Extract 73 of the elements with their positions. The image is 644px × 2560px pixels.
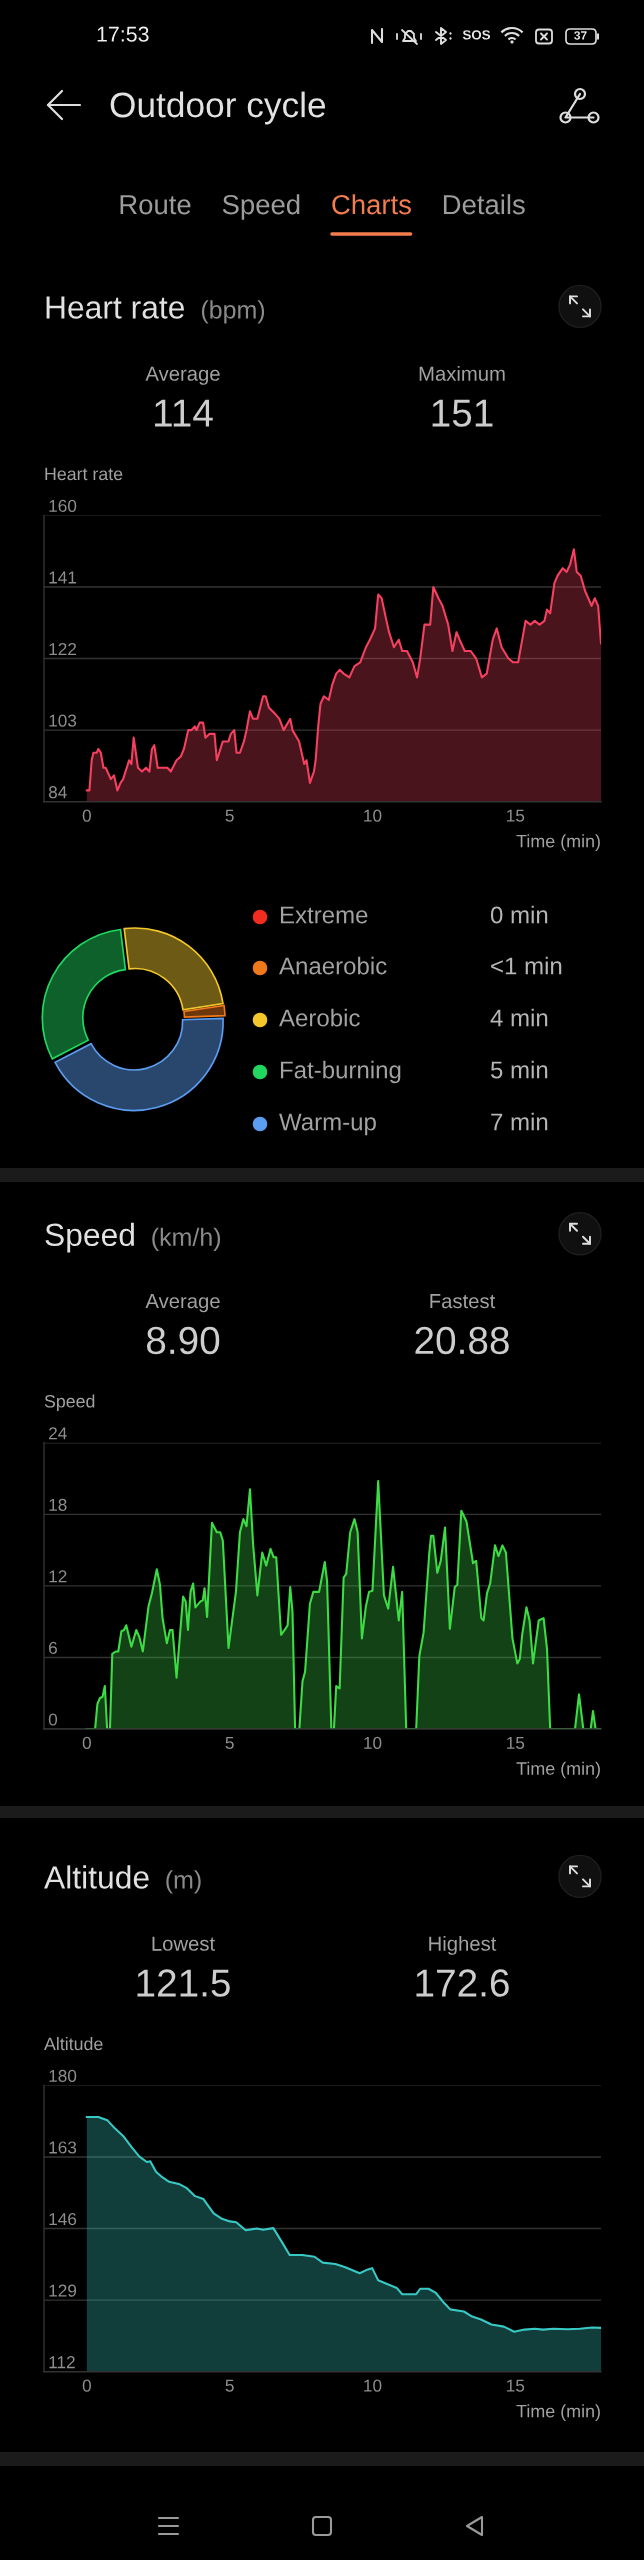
text: 151 xyxy=(432,399,493,427)
data-label: <1 min xyxy=(491,956,562,975)
chart-title: Speed xyxy=(45,1222,134,1253)
text: Details xyxy=(443,194,525,215)
y-tick-label: 141 xyxy=(49,571,77,584)
y-tick-label: 103 xyxy=(49,714,77,727)
y-tick-label: 84 xyxy=(48,786,67,799)
text: 121.5 xyxy=(137,1969,230,1997)
y-tick-label: 122 xyxy=(49,642,77,655)
x-tick-label: 0 xyxy=(82,1736,91,1750)
x-tick-label: 5 xyxy=(225,809,234,822)
x-tick-label: 15 xyxy=(507,2379,525,2392)
legend-label: Aerobic xyxy=(279,1008,360,1027)
y-tick-label: 163 xyxy=(49,2141,77,2154)
data-label: 5 min xyxy=(490,1060,548,1079)
text: Lowest xyxy=(152,1936,215,1951)
donut-slice xyxy=(41,928,127,1060)
chart-title: Altitude xyxy=(44,1865,149,1889)
x-tick-label: 10 xyxy=(364,1736,382,1750)
x-axis-title: Time (min) xyxy=(516,834,600,852)
y-axis-title: Altitude xyxy=(44,2037,103,2051)
text: 20.88 xyxy=(415,1326,509,1355)
legend-label: Warm-up xyxy=(279,1113,376,1136)
chart-subtitle: (m) xyxy=(166,1870,201,1894)
x-tick-label: 5 xyxy=(225,2379,234,2392)
text: Highest xyxy=(429,1935,497,1955)
legend-label: Fat-burning xyxy=(280,1060,401,1084)
x-tick-label: 5 xyxy=(225,1736,234,1750)
y-tick-label: 6 xyxy=(49,1641,57,1655)
text: 17:53 xyxy=(97,26,149,42)
y-axis-title: Heart rate xyxy=(45,467,123,481)
text: Maximum xyxy=(419,365,505,381)
y-axis-title: Speed xyxy=(44,1394,95,1412)
text: Charts xyxy=(332,194,411,215)
legend-label: Extreme xyxy=(280,906,368,924)
text: 37 xyxy=(574,31,587,40)
donut-slice xyxy=(54,1017,224,1112)
text: SOS xyxy=(462,30,491,40)
text: Fastest xyxy=(430,1294,496,1309)
x-tick-label: 10 xyxy=(364,809,382,822)
x-axis-title: Time (min) xyxy=(516,2404,600,2422)
x-tick-label: 0 xyxy=(82,809,91,822)
text: Average xyxy=(145,366,220,385)
x-tick-label: 10 xyxy=(364,2379,382,2392)
chart-subtitle: (km/h) xyxy=(152,1227,221,1251)
text: Average xyxy=(145,1294,220,1313)
text: Speed xyxy=(222,194,300,220)
data-label: 7 min xyxy=(491,1112,548,1131)
data-label: 4 min xyxy=(490,1008,548,1027)
x-tick-label: 0 xyxy=(82,2379,91,2392)
y-tick-label: 12 xyxy=(49,1570,67,1583)
x-axis-title: Time (min) xyxy=(516,1761,600,1779)
text: Route xyxy=(120,195,191,215)
x-tick-label: 15 xyxy=(507,1736,525,1750)
text: 172.6 xyxy=(416,1969,509,1997)
x-tick-label: 15 xyxy=(507,809,525,822)
text: 0 min xyxy=(490,905,548,924)
y-tick-label: 18 xyxy=(49,1498,67,1511)
text: Outdoor cycle xyxy=(110,91,326,125)
y-tick-label: 160 xyxy=(49,499,77,512)
y-tick-label: 146 xyxy=(49,2212,77,2226)
y-tick-label: 112 xyxy=(49,2356,75,2369)
y-tick-label: 0 xyxy=(48,1713,58,1726)
chart-title: Heart rate xyxy=(46,296,184,319)
donut-slice xyxy=(123,927,224,1011)
text: 8.90 xyxy=(146,1326,220,1355)
chart-subtitle: (bpm) xyxy=(201,300,265,324)
legend-label: Anaerobic xyxy=(279,956,387,975)
donut-slice xyxy=(183,1004,226,1018)
y-tick-label: 24 xyxy=(49,1427,67,1440)
y-tick-label: 180 xyxy=(49,2069,77,2082)
text: 114 xyxy=(155,399,213,427)
y-tick-label: 129 xyxy=(49,2284,77,2297)
